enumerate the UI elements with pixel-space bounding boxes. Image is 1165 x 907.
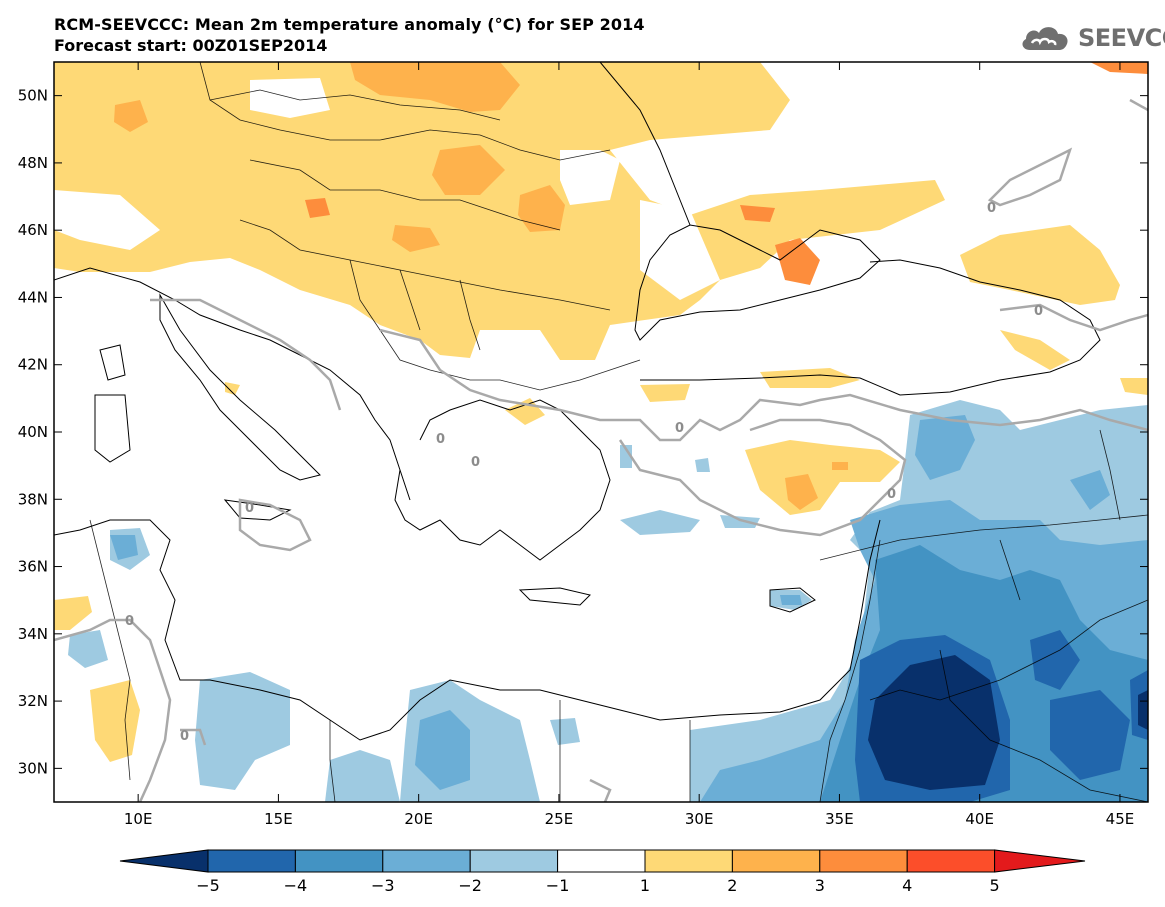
contour-label: 0 <box>180 729 189 744</box>
longitude-axis: 10E 15E 20E 25E 30E 35E 40E 45E <box>124 62 1134 828</box>
colorbar-label: 3 <box>815 876 825 895</box>
lat-tick-label: 44N <box>18 288 48 306</box>
contour-label: 0 <box>471 455 480 470</box>
colorbar-label: −5 <box>196 876 220 895</box>
seevccc-logo: SEEVCCC <box>1018 22 1165 54</box>
lat-tick-label: 38N <box>18 490 48 508</box>
lat-tick-label: 48N <box>18 154 48 172</box>
colorbar-segment <box>819 849 908 873</box>
colorbar-label: 2 <box>727 876 737 895</box>
lon-tick-label: 10E <box>124 810 153 828</box>
contour-label: 0 <box>125 614 134 629</box>
warm-anomaly-east <box>54 225 1148 762</box>
colorbar-segment <box>644 849 733 873</box>
lon-tick-label: 25E <box>545 810 574 828</box>
lat-tick-label: 50N <box>18 87 48 105</box>
contour-label: 0 <box>887 487 896 502</box>
logo-text: SEEVCCC <box>1078 24 1165 52</box>
colorbar-segment <box>731 849 821 873</box>
colorbar-segment <box>207 849 296 873</box>
colorbar-segment <box>469 849 559 873</box>
colorbar-label: 5 <box>990 876 1000 895</box>
lat-tick-label: 42N <box>18 356 48 374</box>
contour-label: 0 <box>1034 304 1043 319</box>
colorbar-label: −4 <box>284 876 308 895</box>
lat-tick-label: 32N <box>18 692 48 710</box>
colorbar-segment-below-min <box>119 849 209 873</box>
colorbar-label: 1 <box>640 876 650 895</box>
lat-tick-label: 40N <box>18 423 48 441</box>
lon-tick-label: 15E <box>264 810 293 828</box>
colorbar-segment-above-max <box>994 849 1086 873</box>
warm-anomaly-europe <box>54 62 945 360</box>
warm-anomaly-darker-europe <box>114 62 1148 285</box>
contour-label: 0 <box>987 201 996 216</box>
lon-tick-label: 30E <box>685 810 714 828</box>
lat-tick-label: 36N <box>18 558 48 576</box>
lon-tick-label: 45E <box>1106 810 1135 828</box>
map-title: RCM-SEEVCCC: Mean 2m temperature anomaly… <box>54 15 645 34</box>
map-field: 0 0 0 0 0 0 0 0 0 <box>54 62 1148 802</box>
contour-label: 0 <box>436 432 445 447</box>
cool-anomaly-darkest <box>868 655 1148 790</box>
cloud-logo-icon <box>1022 27 1068 50</box>
colorbar-label: −3 <box>371 876 395 895</box>
lat-tick-label: 34N <box>18 625 48 643</box>
lat-tick-label: 46N <box>18 221 48 239</box>
colorbar-label: 4 <box>902 876 912 895</box>
country-borders <box>89 62 1148 802</box>
colorbar-segment <box>557 849 646 873</box>
colorbar-label: −1 <box>546 876 570 895</box>
contour-labels: 0 0 0 0 0 0 0 0 0 <box>125 201 1043 744</box>
lon-tick-label: 35E <box>825 810 854 828</box>
colorbar-label: −2 <box>458 876 482 895</box>
colorbar-segment <box>294 849 384 873</box>
zero-contours <box>54 98 1148 802</box>
lon-tick-label: 40E <box>965 810 994 828</box>
contour-label: 0 <box>245 501 254 516</box>
colorbar-segment <box>906 849 996 873</box>
lat-tick-label: 30N <box>18 759 48 777</box>
coastlines <box>54 62 1101 741</box>
colorbar-segment <box>382 849 471 873</box>
lon-tick-label: 20E <box>404 810 433 828</box>
contour-label: 0 <box>675 421 684 436</box>
colorbar: −5 −4 −3 −2 −1 1 2 3 4 5 <box>119 849 1086 895</box>
forecast-start-subtitle: Forecast start: 00Z01SEP2014 <box>54 36 328 55</box>
latitude-axis: 30N 32N 34N 36N 38N 40N 42N 44N 46N 48N 50N <box>18 87 1148 777</box>
